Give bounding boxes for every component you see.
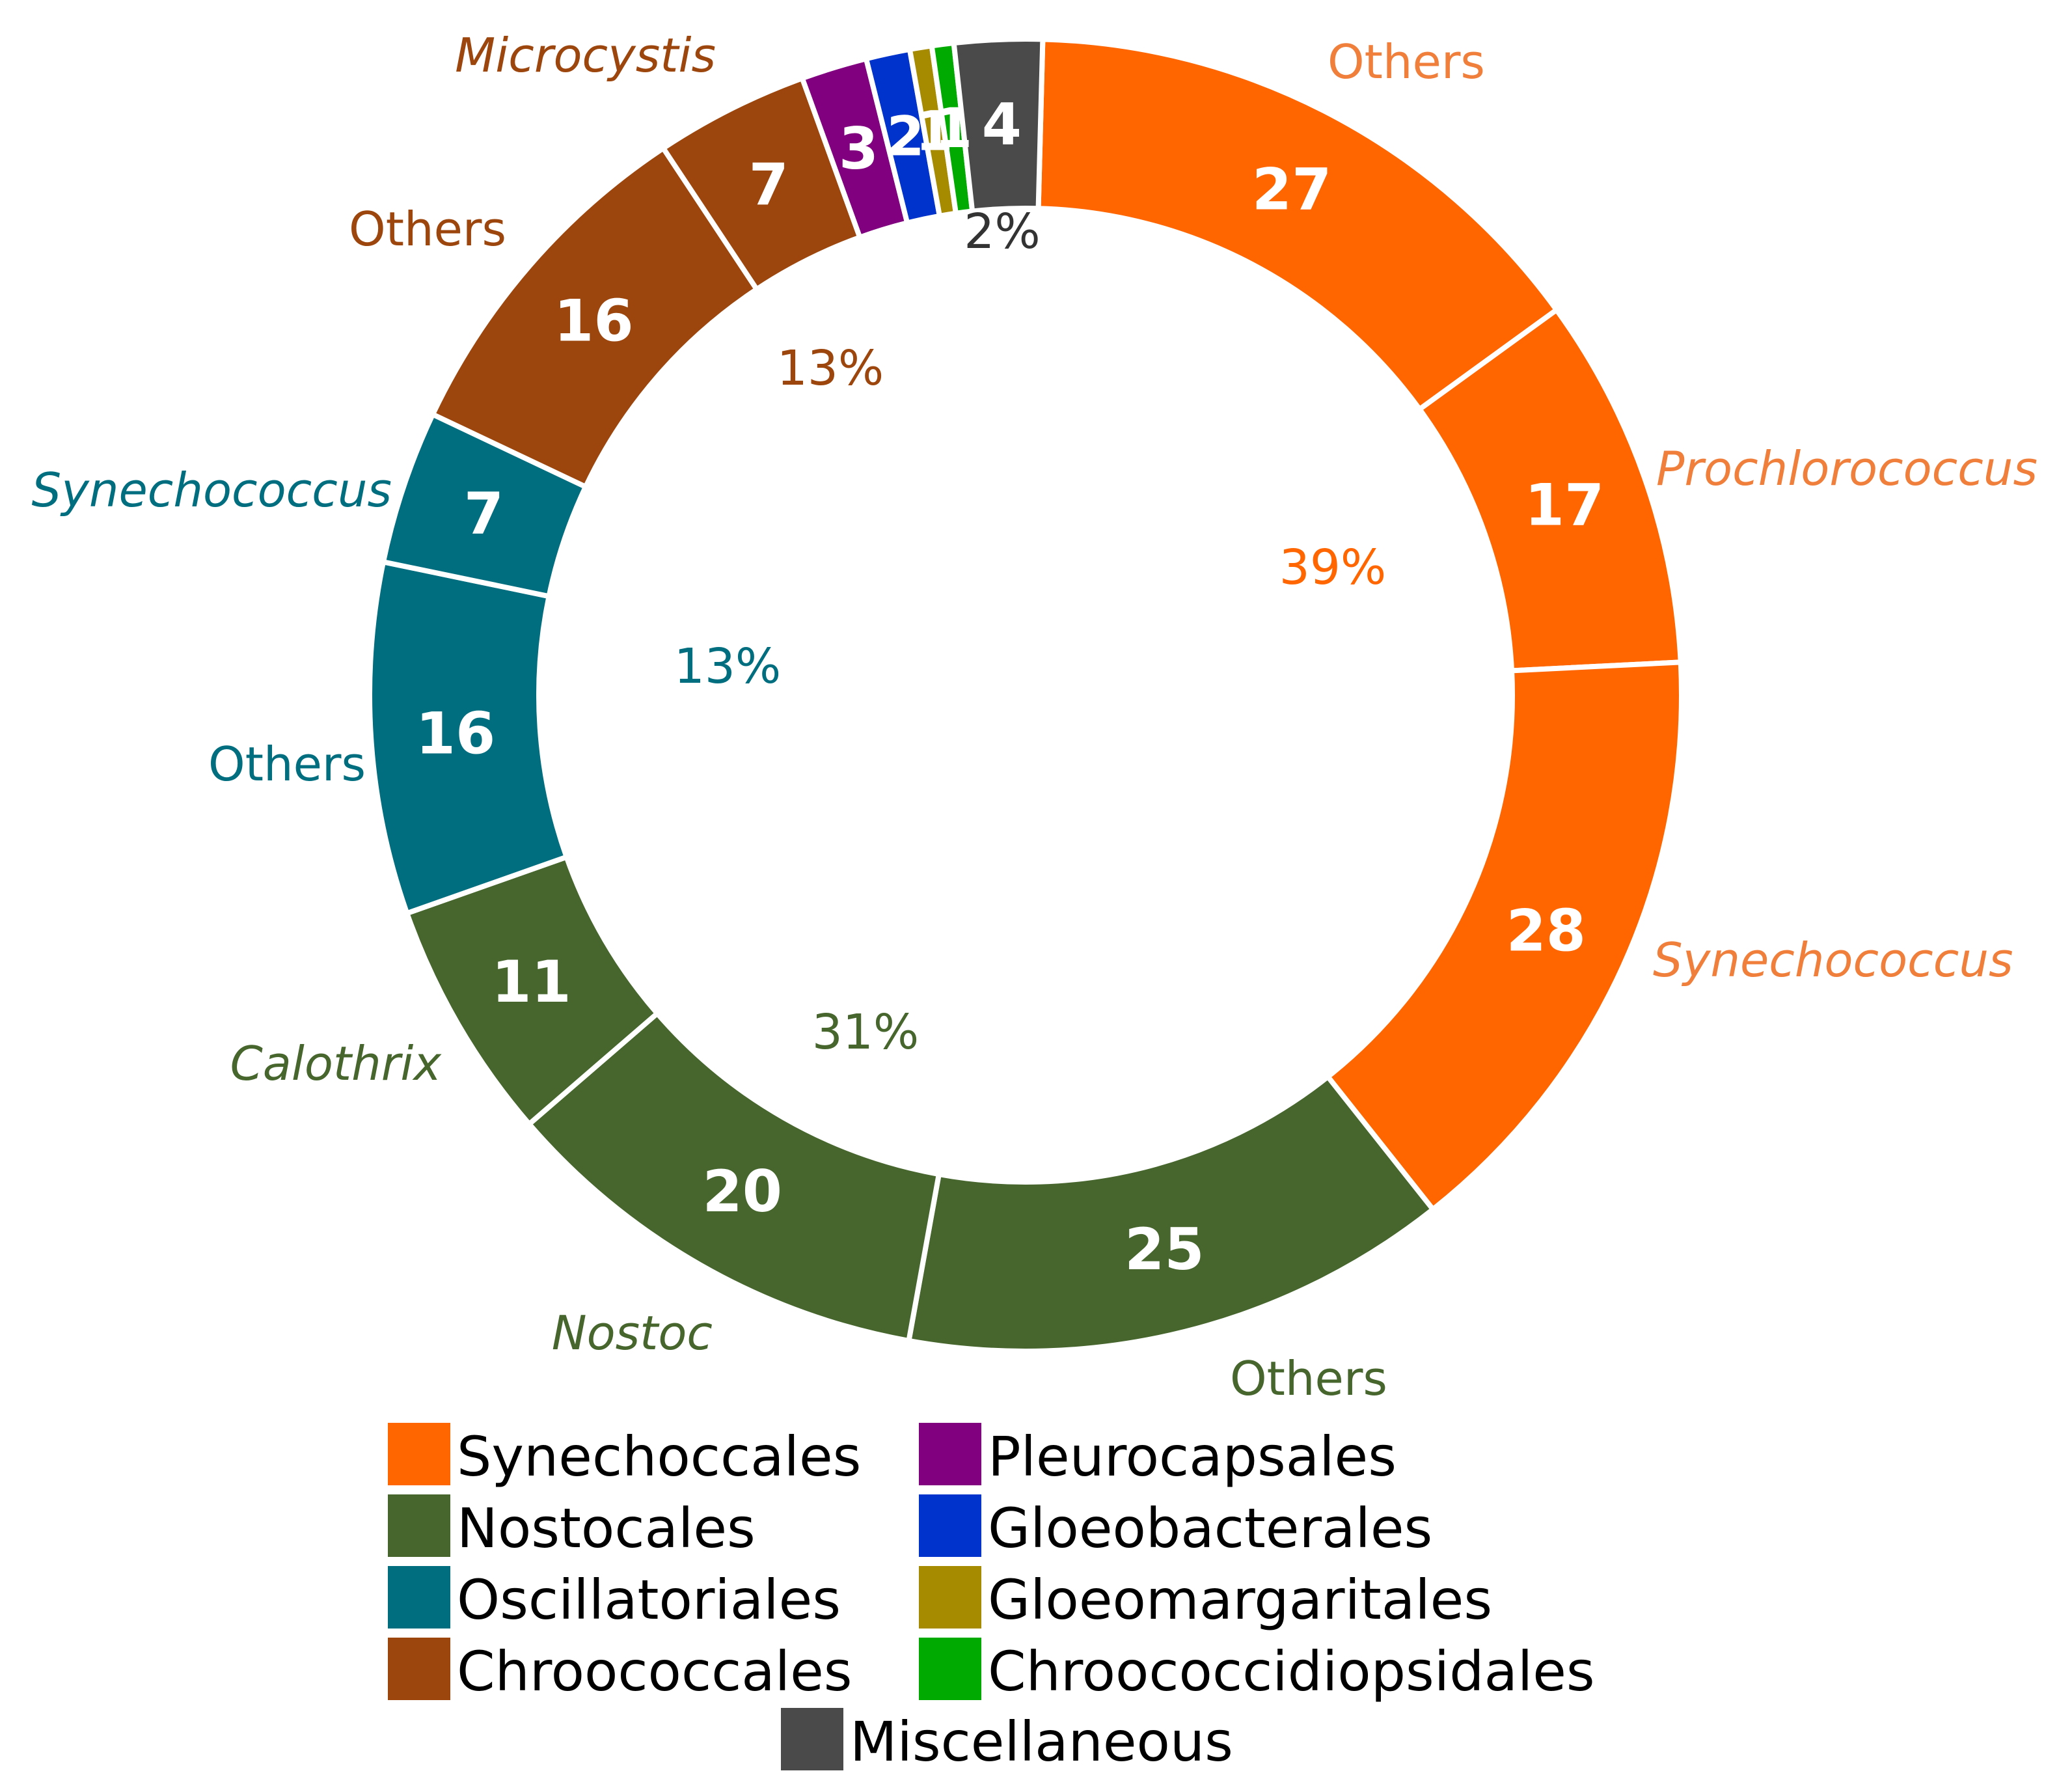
category-label-nostocales-nostoc: Nostoc <box>552 1306 713 1360</box>
category-label-oscillatoriales-synechococcus: Synechococcus <box>32 463 392 517</box>
legend-label-pleurocapsales: Pleurocapsales <box>988 1425 1397 1489</box>
legend-label-chroococcales: Chroococcales <box>457 1640 852 1703</box>
legend-item-gloeobacterales: Gloeobacterales <box>919 1494 1432 1560</box>
legend-label-nostocales: Nostocales <box>457 1496 756 1560</box>
legend-label-oscillatoriales: Oscillatoriales <box>457 1568 841 1632</box>
slice-miscellaneous <box>951 36 1046 214</box>
group-percent-nostocales: 31% <box>812 1004 919 1060</box>
legend-swatch-gloeobacterales <box>919 1494 981 1557</box>
slice-synechoccales-others <box>1035 36 1561 413</box>
legend-item-synechoccales: Synechoccales <box>388 1423 861 1489</box>
group-percent-miscellaneous: 2% <box>964 204 1040 260</box>
value-label-nostocales-nostoc: 20 <box>703 1158 782 1225</box>
legend-label-chroococcidiopsidales: Chroococcidiopsidales <box>988 1640 1595 1703</box>
group-percent-chroococcales: 13% <box>777 340 884 396</box>
legend-swatch-chroococcales <box>388 1638 450 1700</box>
value-label-chroococcidiopsidales: 1 <box>934 96 972 160</box>
category-label-synechoccales-synechococcus: Synechococcus <box>1653 933 2013 987</box>
category-label-chroococcales-microcystis: Microcystis <box>455 28 716 83</box>
legend-swatch-gloeomargaritales <box>919 1566 981 1629</box>
category-label-nostocales-calothrix: Calothrix <box>230 1036 442 1091</box>
legend-item-pleurocapsales: Pleurocapsales <box>919 1423 1397 1489</box>
legend-item-chroococcales: Chroococcales <box>388 1638 852 1703</box>
legend-item-gloeomargaritales: Gloeomargaritales <box>919 1566 1492 1632</box>
value-label-synechoccales-others: 27 <box>1252 156 1331 223</box>
category-label-oscillatoriales-others: Others <box>208 737 366 791</box>
legend-swatch-oscillatoriales <box>388 1566 450 1629</box>
slice-synechoccales-synechococcus <box>1324 659 1685 1213</box>
category-label-nostocales-others: Others <box>1230 1351 1387 1406</box>
legend-item-nostocales: Nostocales <box>388 1494 756 1560</box>
value-label-miscellaneous: 4 <box>982 90 1022 158</box>
value-label-oscillatoriales-synechococcus: 7 <box>464 480 504 547</box>
value-label-chroococcales-others: 16 <box>554 288 633 355</box>
group-percent-synechoccales: 39% <box>1279 540 1386 596</box>
legend-label-synechoccales: Synechoccales <box>457 1425 861 1489</box>
value-label-synechoccales-prochlorococcus: 17 <box>1525 472 1604 539</box>
legend-swatch-chroococcidiopsidales <box>919 1638 981 1700</box>
value-label-chroococcales-microcystis: 7 <box>749 151 789 218</box>
value-label-nostocales-others: 25 <box>1125 1216 1204 1283</box>
legend-swatch-pleurocapsales <box>919 1423 981 1485</box>
category-label-synechoccales-prochlorococcus: Prochlorococcus <box>1656 441 2038 496</box>
value-label-pleurocapsales: 3 <box>839 115 879 182</box>
value-label-gloeobacterales: 2 <box>886 105 924 169</box>
value-label-nostocales-calothrix: 11 <box>491 948 571 1015</box>
legend-swatch-nostocales <box>388 1494 450 1557</box>
value-label-gloeomargaritales: 1 <box>915 99 953 163</box>
legend-item-miscellaneous: Miscellaneous <box>781 1708 1233 1773</box>
value-label-synechoccales-synechococcus: 28 <box>1506 898 1586 965</box>
legend-label-gloeomargaritales: Gloeomargaritales <box>988 1568 1492 1632</box>
slice-category-labels: Others Prochlorococcus Synechococcus Others… <box>32 28 2038 1406</box>
legend-swatch-miscellaneous <box>781 1708 843 1770</box>
legend-label-miscellaneous: Miscellaneous <box>850 1710 1233 1773</box>
group-percentage-labels: 39% 31% 13% 13% 2% <box>674 204 1386 1060</box>
legend: Synechoccales Nostocales Oscillatoriales Ch… <box>388 1423 1595 1773</box>
slice-nostocales-others <box>905 1073 1437 1354</box>
group-percent-oscillatoriales: 13% <box>674 639 781 694</box>
legend-item-chroococcidiopsidales: Chroococcidiopsidales <box>919 1638 1595 1703</box>
legend-item-oscillatoriales: Oscillatoriales <box>388 1566 841 1632</box>
value-label-oscillatoriales-others: 16 <box>416 700 495 767</box>
legend-swatch-synechoccales <box>388 1423 450 1485</box>
donut-slices <box>367 36 1685 1354</box>
category-label-chroococcales-others: Others <box>349 202 506 256</box>
category-label-synechoccales-others: Others <box>1328 34 1485 89</box>
legend-label-gloeobacterales: Gloeobacterales <box>988 1496 1432 1560</box>
